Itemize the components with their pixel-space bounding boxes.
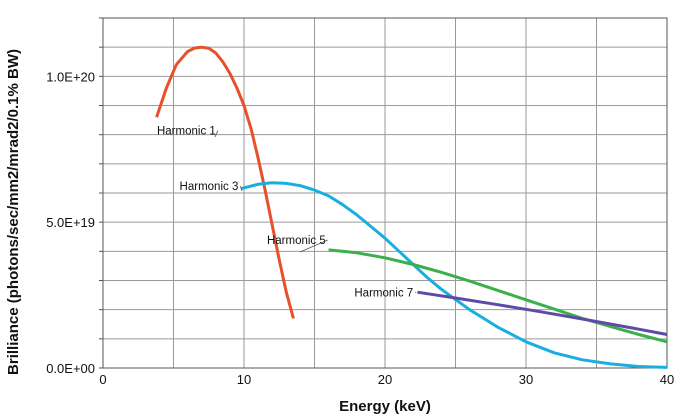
series-layer	[155, 45, 668, 369]
y-tick-label: 5.0E+19	[46, 215, 95, 230]
series-line-harmonic-7	[417, 290, 668, 336]
annotation-leader-line	[239, 185, 243, 192]
annotation-layer: Harmonic 1 Harmonic 3 Harmonic 5 Harmonic 7	[157, 126, 417, 300]
y-axis-title: Brilliance (photons/sec/mm2/mrad2/0.1% B…	[5, 49, 22, 375]
annotation-harmonic-5: Harmonic 5	[267, 235, 326, 247]
x-tick-label: 40	[660, 372, 674, 387]
annotation-leader-line	[299, 239, 328, 253]
x-tick-label: 10	[237, 372, 251, 387]
x-tick-label: 0	[99, 372, 106, 387]
annotation-leader-line	[214, 130, 219, 138]
y-tick-labels: 0.0E+00 5.0E+19 1.0E+20	[46, 69, 95, 376]
annotation-leader-line	[414, 291, 417, 293]
annotation-harmonic-1: Harmonic 1	[157, 126, 216, 138]
annotation-harmonic-3: Harmonic 3	[180, 181, 239, 193]
y-tick-label: 1.0E+20	[46, 69, 95, 84]
x-tick-labels: 0 10 20 30 40	[99, 372, 674, 387]
plot-frame	[102, 17, 668, 369]
y-tick-label: 0.0E+00	[46, 361, 95, 376]
annotation-harmonic-7: Harmonic 7	[354, 288, 413, 300]
series-line-harmonic-5	[328, 248, 668, 344]
series-line-harmonic-1	[155, 45, 295, 319]
x-tick-label: 30	[519, 372, 533, 387]
x-axis-title: Energy (keV)	[339, 398, 431, 415]
x-tick-label: 20	[378, 372, 392, 387]
